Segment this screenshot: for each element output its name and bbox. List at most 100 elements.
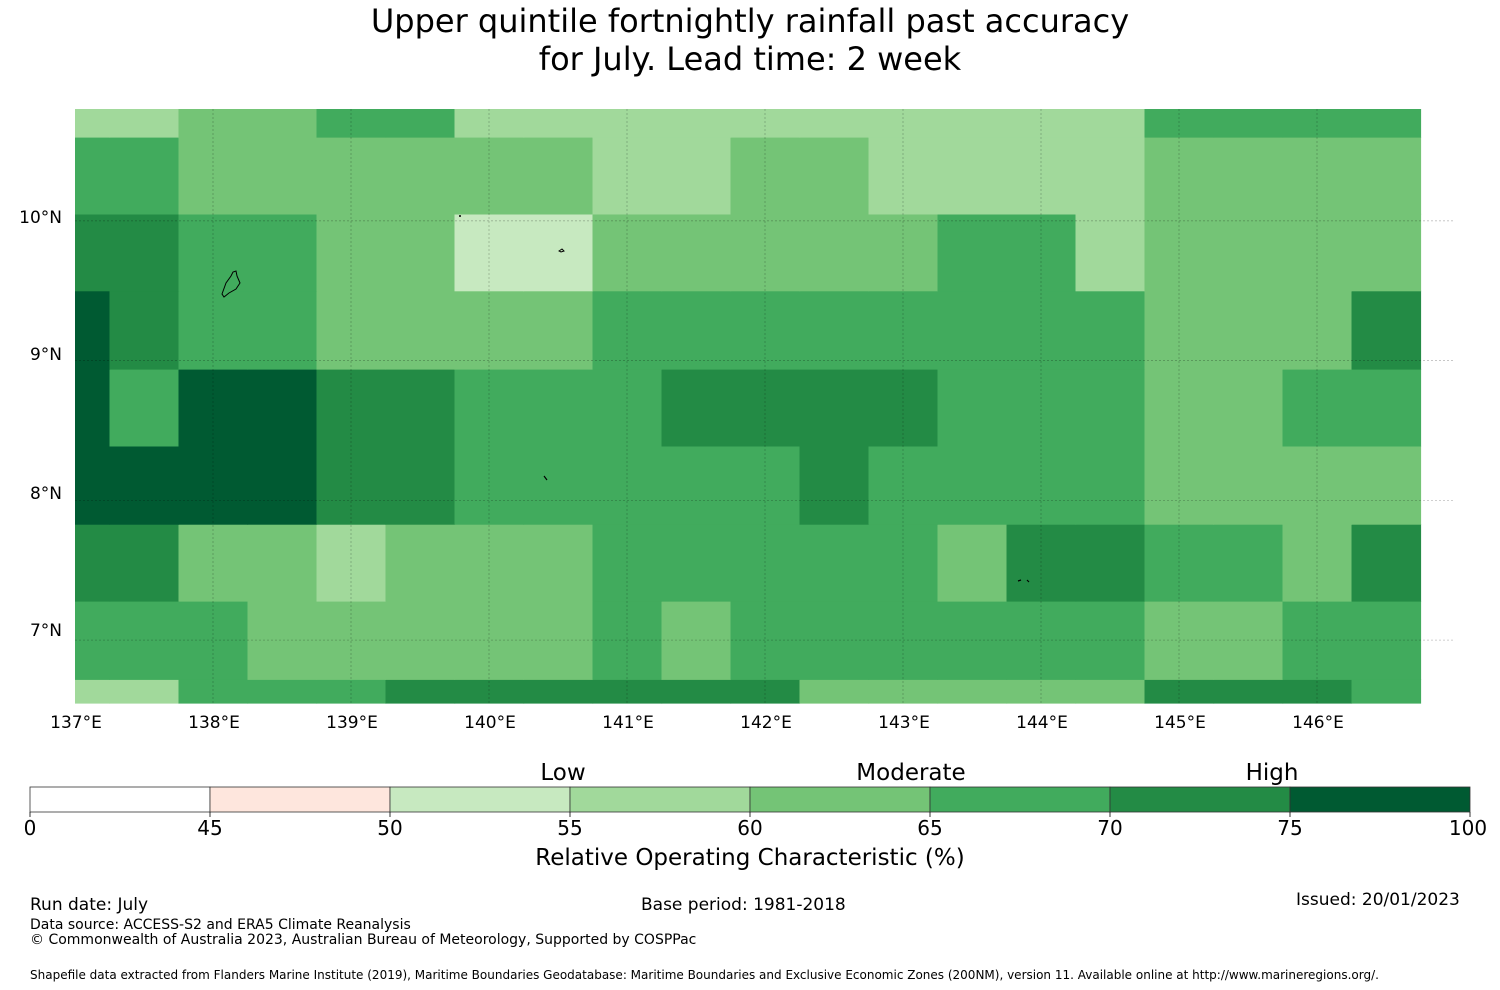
grid-cell xyxy=(1075,524,1146,602)
grid-cell xyxy=(1075,445,1146,525)
colorbar-segment xyxy=(1109,786,1291,813)
grid-cell xyxy=(730,290,801,370)
colorbar xyxy=(29,786,1471,817)
grid-cell xyxy=(661,445,732,525)
grid-cell xyxy=(1006,290,1077,370)
grid-cell xyxy=(661,290,732,370)
grid-cell xyxy=(1006,679,1077,704)
grid-cell xyxy=(937,290,1008,370)
grid-cell xyxy=(1213,601,1284,680)
grid-cell xyxy=(868,137,939,215)
grid-cell xyxy=(1006,369,1077,447)
grid-cell xyxy=(454,369,525,447)
colorbar-tick-60: 60 xyxy=(737,816,763,840)
grid-cell xyxy=(109,445,180,525)
grid-cell xyxy=(385,137,456,215)
grid-cell xyxy=(1144,137,1215,215)
grid-cell xyxy=(1144,445,1215,525)
grid-cell xyxy=(178,213,249,292)
grid-cell xyxy=(454,213,525,292)
grid-cell xyxy=(316,213,387,292)
lon-label-146e: 146°E xyxy=(1292,713,1344,733)
grid-cell xyxy=(1144,369,1215,447)
base-period: Base period: 1981-2018 xyxy=(641,895,846,915)
grid-cell xyxy=(799,601,870,680)
run-date: Run date: July xyxy=(30,895,149,915)
grid-cell xyxy=(937,601,1008,680)
colorbar-segment xyxy=(929,786,1111,813)
lon-label-137e: 137°E xyxy=(50,713,102,733)
grid-cell xyxy=(868,601,939,680)
grid-cell xyxy=(937,369,1008,447)
island-outline xyxy=(543,475,548,481)
lat-label-10n: 10°N xyxy=(19,208,62,228)
colorbar-tick-65: 65 xyxy=(917,816,943,840)
grid-cell xyxy=(316,601,387,680)
grid-cell xyxy=(75,524,111,602)
grid-cell xyxy=(1006,524,1077,602)
grid-cell xyxy=(661,213,732,292)
grid-cell xyxy=(730,524,801,602)
map-title: Upper quintile fortnightly rainfall past… xyxy=(0,2,1500,78)
grid-cell xyxy=(1144,601,1215,680)
grid-cell xyxy=(868,290,939,370)
grid-cell xyxy=(316,137,387,215)
grid-cell xyxy=(937,213,1008,292)
grid-cell xyxy=(454,137,525,215)
grid-cell xyxy=(1351,445,1422,525)
grid-cell xyxy=(868,524,939,602)
data-source: Data source: ACCESS-S2 and ERA5 Climate … xyxy=(30,917,411,933)
grid-cell xyxy=(109,213,180,292)
lon-label-144e: 144°E xyxy=(1016,713,1068,733)
grid-cell xyxy=(868,445,939,525)
map-gridlines xyxy=(75,109,1455,703)
grid-cell xyxy=(1075,290,1146,370)
grid-cell xyxy=(454,445,525,525)
issued-date: Issued: 20/01/2023 xyxy=(1296,890,1460,910)
colorbar-tick-75: 75 xyxy=(1277,816,1303,840)
grid-cell xyxy=(1213,137,1284,215)
grid-cell xyxy=(937,137,1008,215)
grid-cell xyxy=(1075,679,1146,704)
grid-cell xyxy=(109,601,180,680)
grid-cell xyxy=(1351,109,1422,138)
shapefile-credit: Shapefile data extracted from Flanders M… xyxy=(30,968,1379,982)
grid-cell xyxy=(1075,601,1146,680)
grid-cell xyxy=(109,290,180,370)
grid-cell xyxy=(661,109,732,138)
grid-cell xyxy=(247,137,318,215)
grid-cell xyxy=(592,109,663,138)
colorbar-tick-0: 0 xyxy=(23,816,37,840)
grid-cell xyxy=(1282,524,1353,602)
grid-cell xyxy=(523,369,594,447)
grid-cell xyxy=(75,445,111,525)
colorbar-segment xyxy=(209,786,391,813)
grid-cell xyxy=(247,290,318,370)
grid-cell xyxy=(661,369,732,447)
grid-cell xyxy=(454,679,525,704)
grid-cell xyxy=(523,679,594,704)
grid-cell xyxy=(247,679,318,704)
grid-cell xyxy=(1213,213,1284,292)
grid-cell xyxy=(868,679,939,704)
grid-cell xyxy=(1213,369,1284,447)
grid-cell xyxy=(247,524,318,602)
island-outline xyxy=(1017,579,1030,583)
grid-cell xyxy=(75,679,111,704)
lat-label-7n: 7°N xyxy=(29,621,62,641)
grid-cell xyxy=(75,213,111,292)
grid-cell xyxy=(316,445,387,525)
grid-cell xyxy=(1213,290,1284,370)
category-moderate: Moderate xyxy=(856,760,966,786)
grid-cell xyxy=(178,679,249,704)
grid-cell xyxy=(247,445,318,525)
colorbar-title: Relative Operating Characteristic (%) xyxy=(535,845,965,871)
title-line-1: Upper quintile fortnightly rainfall past… xyxy=(370,2,1130,40)
island-outline xyxy=(459,215,461,217)
grid-cell xyxy=(1282,369,1353,447)
grid-cell xyxy=(385,445,456,525)
grid-cell xyxy=(730,601,801,680)
grid-cell xyxy=(1213,524,1284,602)
grid-cell xyxy=(1282,137,1353,215)
